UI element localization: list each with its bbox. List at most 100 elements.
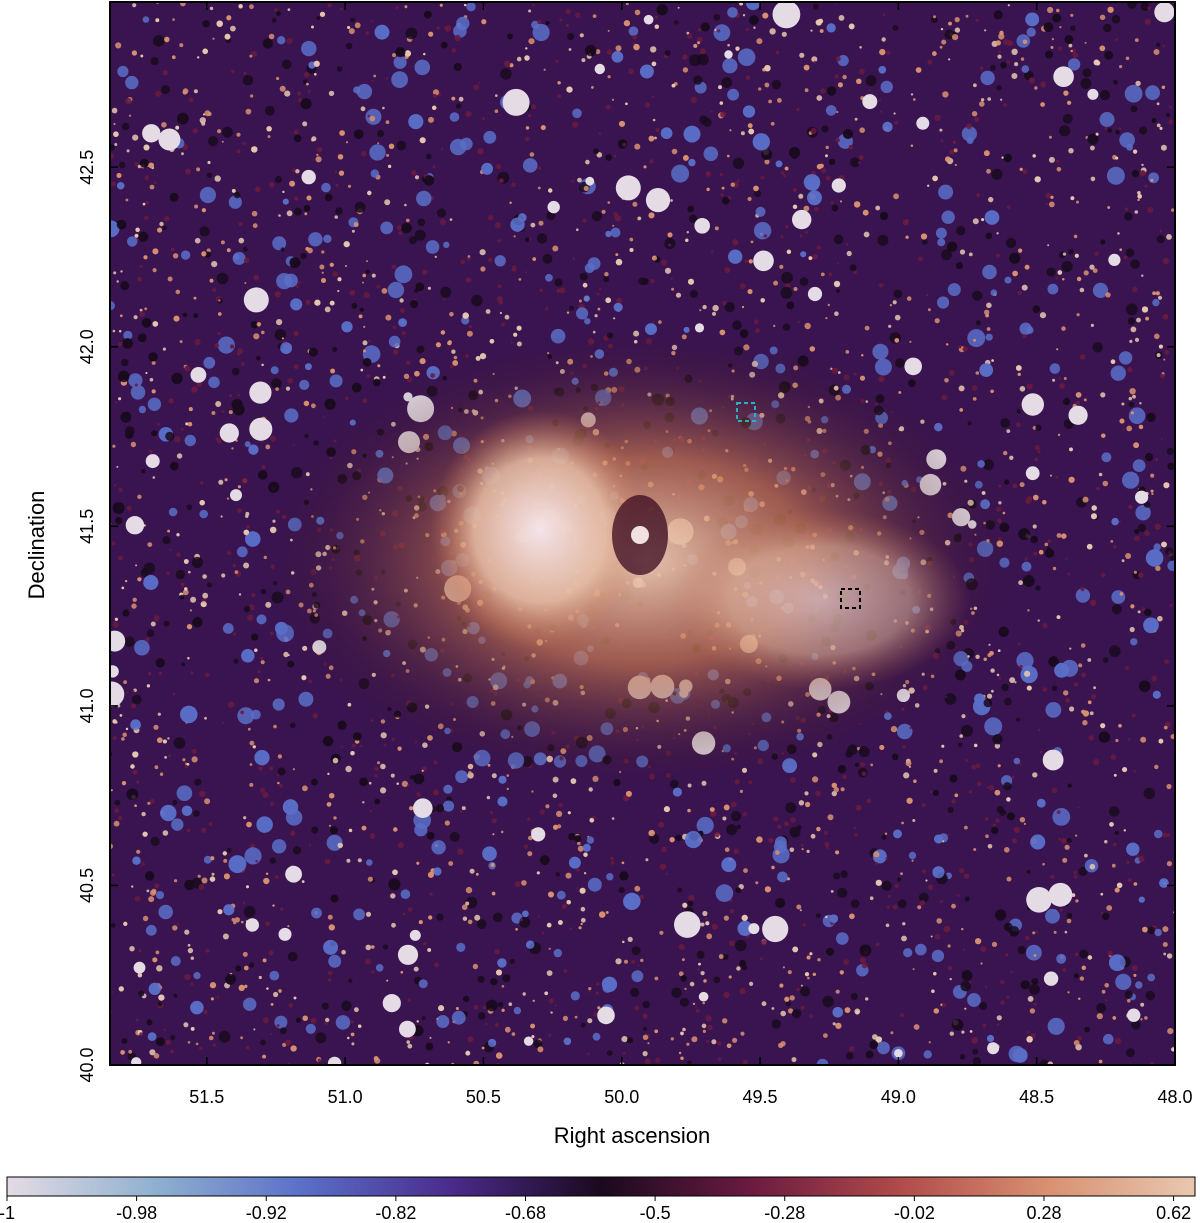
speckle [465, 896, 478, 909]
speckle [473, 1005, 479, 1010]
speckle [439, 3, 443, 7]
speckle [1107, 206, 1111, 209]
speckle [292, 444, 295, 446]
speckle [579, 33, 584, 38]
speckle [881, 834, 887, 840]
speckle [792, 1008, 802, 1019]
speckle [556, 288, 561, 293]
speckle [157, 737, 163, 743]
speckle [1152, 298, 1160, 307]
speckle [927, 184, 930, 187]
speckle [785, 802, 797, 814]
speckle [642, 1000, 650, 1009]
speckle [208, 822, 213, 826]
speckle [1109, 954, 1126, 971]
speckle [687, 900, 694, 907]
speckle [236, 132, 241, 137]
speckle [421, 1016, 426, 1021]
speckle [1132, 286, 1138, 293]
speckle [140, 54, 144, 58]
speckle [1026, 869, 1031, 874]
speckle [625, 102, 628, 106]
speckle [973, 83, 977, 88]
speckle [114, 799, 121, 806]
speckle [1006, 60, 1010, 64]
speckle [471, 294, 483, 307]
speckle [671, 287, 675, 291]
speckle [837, 765, 846, 774]
speckle [859, 68, 865, 75]
speckle [274, 8, 278, 12]
speckle [204, 716, 207, 720]
speckle [545, 273, 553, 282]
speckle [138, 405, 147, 414]
speckle [781, 271, 793, 284]
speckle [1144, 18, 1151, 25]
speckle [723, 915, 730, 921]
speckle [233, 920, 237, 925]
speckle [893, 289, 903, 299]
speckle [996, 1015, 1002, 1021]
speckle [1098, 472, 1103, 477]
speckle [1161, 85, 1166, 90]
speckle [654, 976, 659, 981]
speckle [132, 769, 138, 775]
speckle [542, 253, 553, 264]
speckle [1110, 365, 1127, 381]
speckle [202, 48, 208, 55]
speckle [1116, 882, 1123, 888]
speckle [251, 709, 261, 720]
speckle [289, 722, 296, 729]
speckle [865, 1050, 874, 1059]
speckle [1168, 119, 1173, 125]
speckle [1108, 806, 1120, 817]
speckle [753, 319, 759, 325]
speckle [712, 304, 719, 312]
speckle [1135, 80, 1141, 87]
speckle [596, 982, 600, 986]
speckle [414, 229, 426, 241]
speckle [392, 349, 399, 355]
speckle [792, 204, 798, 209]
speckle [246, 1046, 250, 1050]
speckle [770, 121, 775, 126]
speckle [800, 844, 804, 847]
speckle [972, 218, 979, 225]
speckle [988, 785, 994, 791]
speckle [845, 243, 849, 246]
speckle [1042, 862, 1045, 866]
speckle [980, 66, 984, 70]
speckle [577, 177, 582, 183]
speckle [182, 90, 188, 95]
speckle [1162, 926, 1169, 933]
speckle [410, 300, 419, 309]
speckle [918, 256, 924, 262]
speckle [1059, 125, 1071, 137]
speckle [254, 750, 270, 766]
speckle [287, 951, 298, 962]
speckle [499, 178, 504, 183]
speckle [688, 214, 698, 223]
speckle [1107, 950, 1113, 956]
speckle [369, 144, 386, 161]
speckle [1087, 658, 1092, 662]
speckle [287, 8, 291, 12]
speckle [724, 302, 735, 313]
speckle [1138, 856, 1145, 862]
speckle [1022, 168, 1028, 175]
speckle [1154, 764, 1159, 770]
speckle [449, 831, 460, 842]
speckle [121, 781, 127, 786]
speckle [1087, 955, 1093, 960]
speckle [892, 300, 897, 305]
speckle [1048, 156, 1055, 163]
speckle [208, 136, 219, 147]
speckle [270, 366, 279, 375]
speckle [177, 923, 180, 926]
speckle [462, 312, 469, 319]
speckle [328, 954, 342, 968]
speckle [1068, 148, 1074, 154]
speckle [548, 998, 554, 1004]
speckle [1030, 834, 1046, 850]
speckle [1063, 690, 1069, 696]
